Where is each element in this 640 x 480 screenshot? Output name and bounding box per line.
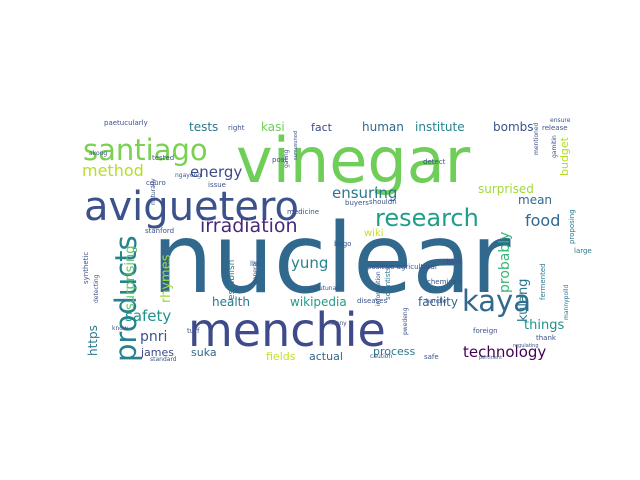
cloud-word-things: things — [524, 318, 564, 333]
cloud-word-caution: caution — [370, 353, 392, 360]
cloud-word-chemicals: chemicals — [427, 278, 462, 286]
cloud-word-institute: institute — [415, 120, 465, 134]
cloud-word-probably: probably — [497, 232, 513, 293]
cloud-word-right: right — [228, 124, 245, 132]
cloud-word-manny: manny — [326, 320, 347, 327]
cloud-word-fact: fact — [311, 121, 333, 134]
cloud-word-health: health — [212, 295, 250, 309]
cloud-word-wiki: wiki — [364, 228, 384, 239]
cloud-word-buyers: buyers — [345, 199, 369, 207]
cloud-word-fields: fields — [266, 350, 296, 363]
cloud-word-safety: safety — [125, 307, 171, 325]
cloud-word-diseases: diseases — [357, 297, 388, 305]
cloud-word-bombs: bombs — [493, 120, 534, 134]
cloud-word-sumusunod: sumusunod — [293, 131, 299, 160]
cloud-word-paetucularly: paetucularly — [104, 119, 148, 127]
cloud-word-food: food — [525, 211, 560, 230]
cloud-word-post: post — [272, 156, 287, 164]
cloud-word-detect: detect — [423, 158, 446, 166]
cloud-word-medicine: medicine — [287, 208, 319, 216]
cloud-word-mannypolld: mannypolld — [563, 285, 570, 320]
cloud-word-safe: safe — [424, 353, 439, 361]
cloud-word-budget: budget — [558, 136, 571, 176]
cloud-word-akong: akong — [89, 150, 107, 157]
cloud-word-stanford: stanford — [145, 227, 174, 235]
cloud-word-human: human — [362, 120, 404, 134]
cloud-word-release: release — [542, 124, 568, 132]
cloud-word-tested: tested — [152, 154, 174, 162]
cloud-word-large: large — [574, 247, 592, 255]
cloud-word-https: https — [86, 325, 100, 356]
cloud-word-ensure: ensure — [550, 117, 571, 124]
cloud-word-pwedeng: pwedeng — [402, 307, 409, 335]
cloud-word-menchie: menchie — [188, 303, 386, 357]
cloud-word-synthetic: synthetic — [82, 252, 90, 284]
cloud-word-mentioned: mentioned — [533, 122, 540, 155]
cloud-word-actual: actual — [309, 350, 343, 363]
cloud-word-cguro: cguro — [146, 179, 166, 187]
cloud-word-regulating: regulating — [513, 343, 539, 349]
cloud-word-handle: handle — [426, 298, 447, 305]
cloud-word-energy: energy — [190, 163, 242, 181]
cloud-word-aviguetero: aviguetero — [84, 184, 299, 230]
cloud-word-surprised: surprised — [478, 182, 534, 196]
cloud-word-general: general — [252, 261, 259, 284]
cloud-word-ensuring: ensuring — [332, 184, 397, 202]
cloud-word-know: know — [112, 325, 128, 332]
cloud-word-research: research — [375, 204, 479, 232]
cloud-word-process: process — [373, 345, 416, 358]
cloud-word-bago: bago — [334, 240, 351, 248]
cloud-word-shouldn: shouldn — [369, 198, 397, 206]
cloud-word-galing: galing — [283, 149, 290, 168]
cloud-word-products: products — [109, 235, 143, 362]
cloud-word-yung: yung — [291, 254, 328, 272]
cloud-word-establish: establish — [227, 260, 237, 300]
cloud-word-thank: thank — [536, 334, 557, 342]
cloud-word-think: think — [444, 258, 463, 266]
cloud-word-method: method — [82, 161, 144, 180]
cloud-word-turf: turf — [187, 327, 200, 335]
cloud-word-santiago: santiago — [83, 133, 208, 167]
cloud-word-pnri: pnri — [140, 329, 167, 345]
cloud-word-naturally: naturally — [150, 178, 157, 205]
cloud-word-james: james — [140, 346, 174, 359]
cloud-word-vinegar: vinegar — [236, 124, 471, 197]
cloud-word-scientists: scientists — [384, 267, 392, 300]
cloud-word-natutunan: natutunan — [309, 285, 340, 292]
cloud-word-rhymes: rhymes — [159, 254, 174, 303]
cloud-word-suka: suka — [191, 346, 217, 359]
cloud-word-issue: issue — [208, 181, 226, 189]
cloud-word-gamitin: gamitin — [551, 135, 558, 158]
cloud-word-technology: technology — [463, 343, 546, 361]
cloud-word-detecting: detecting — [93, 274, 100, 303]
cloud-word-surprising: surprising — [123, 246, 138, 310]
cloud-word-mean: mean — [518, 193, 552, 207]
cloud-word-positive-agricultural: positive agricultural — [367, 263, 437, 271]
cloud-word-wikipedia: wikipedia — [290, 295, 347, 309]
cloud-word-foreign: foreign — [473, 327, 498, 335]
cloud-word-kulang: kulang — [516, 279, 531, 322]
cloud-word-proposing: proposing — [568, 209, 576, 244]
cloud-word-information: information — [375, 271, 382, 306]
cloud-word-standard: standard — [150, 356, 177, 363]
cloud-word-facility: facility — [418, 295, 458, 309]
cloud-word-tests: tests — [189, 120, 218, 134]
cloud-word-list: list — [250, 260, 261, 268]
cloud-word-fermented: fermented — [539, 263, 547, 300]
cloud-word-nuclear: nuclear — [152, 203, 511, 315]
cloud-word-irradiation: irradiation — [200, 215, 298, 237]
cloud-word-ngayong: ngayong — [175, 172, 201, 179]
cloud-word-pertinent: pertinent — [479, 355, 502, 361]
cloud-word-kasi: kasi — [261, 120, 285, 134]
cloud-word-kaya: kaya — [462, 284, 531, 318]
